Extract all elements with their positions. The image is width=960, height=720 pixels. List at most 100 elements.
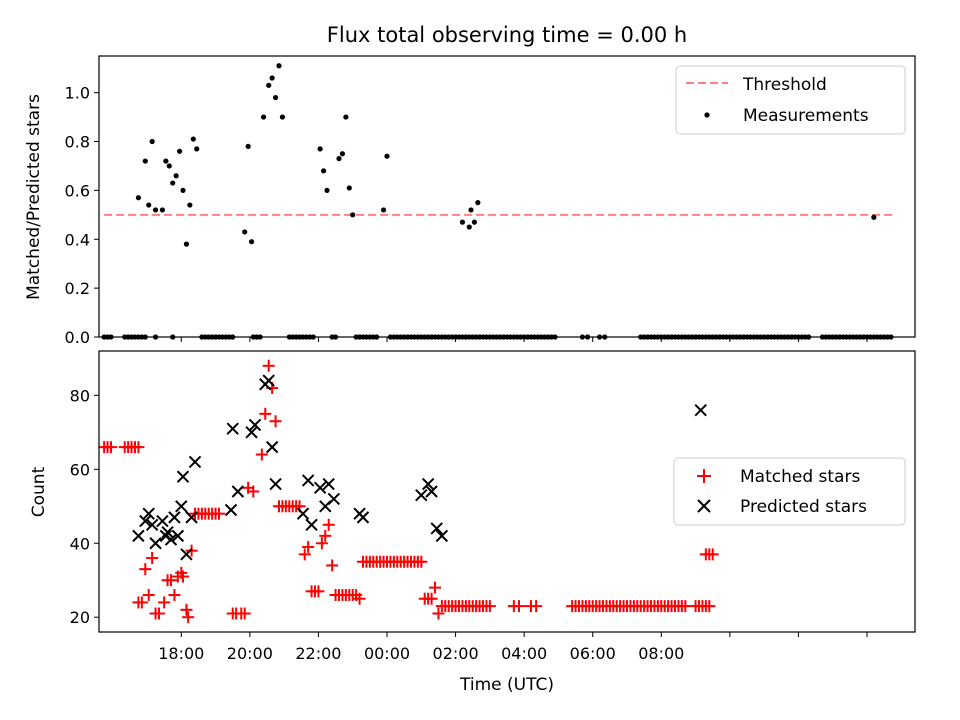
top-axes-frame [98, 55, 916, 338]
measurement-point [343, 114, 349, 120]
predicted-star-point [188, 455, 202, 469]
x-tick-label: 08:00 [638, 644, 684, 663]
y-tick-label: 0.0 [65, 328, 90, 347]
matched-star-point [269, 415, 282, 428]
predicted-star-point [145, 518, 159, 531]
matched-star-point [703, 600, 716, 613]
matched-star-point [326, 559, 339, 572]
top-x-axis-ticks [180, 337, 868, 342]
x-tick-label: 20:00 [227, 644, 273, 663]
matched-star-point [132, 441, 145, 454]
x-tick-label: 04:00 [501, 644, 547, 663]
matched-star-point [315, 537, 328, 550]
measurement-point [459, 219, 466, 225]
predicted-star-point [269, 477, 282, 491]
predicted-star-point [171, 529, 185, 543]
predicted-star-point [313, 481, 327, 495]
measurement-point [320, 168, 327, 174]
predicted-star-point [265, 440, 279, 454]
measurement-point [146, 202, 152, 208]
y-tick-label: 1.0 [65, 84, 90, 103]
matched-star-point [142, 589, 155, 602]
matched-star-point [213, 507, 225, 520]
y-tick-label: 40 [70, 534, 90, 553]
matched-star-point [185, 544, 198, 557]
measurement-point [190, 136, 196, 142]
predicted-star-point [149, 537, 162, 550]
predicted-star-point [421, 477, 435, 491]
measurement-point [380, 207, 387, 213]
measurement-point [317, 146, 323, 152]
threshold-legend-label: Threshold [742, 75, 827, 95]
predicted-star-point [296, 507, 310, 520]
predicted-star-point [248, 418, 262, 432]
y-tick-label: 0.6 [65, 181, 90, 200]
predicted-legend-label: Predicted stars [740, 497, 867, 517]
matched-star-point [177, 570, 189, 583]
measurement-point [269, 75, 275, 81]
predicted-star-point [425, 485, 438, 498]
matched-star-point [182, 611, 195, 624]
matched-star-point [238, 607, 251, 620]
measurement-point [336, 156, 342, 162]
measurement-point [324, 187, 330, 193]
measurement-point [242, 229, 248, 235]
matched-star-point [259, 407, 272, 420]
matched-star-point [146, 552, 159, 565]
predicted-star-point [139, 514, 152, 528]
x-axis-label: Time (UTC) [459, 675, 554, 695]
top-legend: Threshold Measurements [675, 65, 906, 135]
matched-star-point [353, 592, 366, 605]
measurement-point [248, 239, 255, 245]
bottom-x-axis-ticks: 18:00 20:00 22:00 00:00 02:00 04:00 06:00 08:00 [158, 632, 868, 663]
predicted-star-point [435, 529, 449, 543]
matched-star-point [298, 548, 311, 561]
predicted-star-point [180, 548, 193, 561]
measurement-point [339, 151, 346, 157]
matched-star-point [530, 600, 543, 613]
measurement-point [350, 212, 356, 218]
predicted-star-point [245, 426, 258, 439]
matched-star-point [135, 596, 148, 609]
figure-title: Flux total observing time = 0.00 h [327, 23, 687, 47]
matched-star-point [139, 563, 152, 576]
measurement-point [871, 214, 877, 220]
x-tick-label: 00:00 [364, 644, 410, 663]
measurement-point [183, 241, 190, 247]
matched-star-point [425, 592, 438, 605]
predicted-star-point [176, 470, 190, 483]
bottom-legend: Matched stars Predicted stars [673, 457, 906, 526]
predicted-star-point [159, 529, 173, 543]
predicted-star-point [185, 511, 198, 524]
bottom-axes-frame [98, 350, 916, 633]
measurement-point [276, 63, 282, 69]
matched-star-point [302, 540, 315, 553]
y-tick-label: 60 [70, 460, 90, 479]
predicted-star-point [305, 518, 318, 531]
measurement-point [173, 173, 179, 179]
x-tick-label: 18:00 [158, 644, 204, 663]
measurement-point [152, 207, 159, 213]
predicted-legend-marker [697, 499, 711, 513]
matched-star-point [679, 600, 692, 613]
matched-star-point [180, 603, 193, 616]
measurement-point [135, 195, 142, 201]
measurement-point [466, 224, 472, 230]
measurements-legend-marker [704, 112, 710, 118]
x-tick-label: 06:00 [570, 644, 616, 663]
matched-star-point [432, 607, 445, 620]
measurements-legend-label: Measurements [743, 106, 869, 126]
y-tick-label: 80 [70, 386, 90, 405]
predicted-star-point [164, 533, 178, 546]
y-tick-label: 0.4 [65, 230, 90, 249]
top-y-axis-label: Matched/Predicted stars [24, 94, 44, 300]
predicted-star-point [161, 525, 174, 539]
matched-legend-label: Matched stars [740, 467, 860, 487]
measurement-point [245, 143, 251, 150]
predicted-star-point [226, 422, 239, 435]
matched-legend-marker [697, 469, 711, 483]
bottom-y-axis-ticks: 20 40 60 80 [70, 386, 99, 627]
measurement-point [194, 146, 200, 152]
measurement-point [384, 153, 390, 159]
measurement-point [266, 82, 272, 88]
